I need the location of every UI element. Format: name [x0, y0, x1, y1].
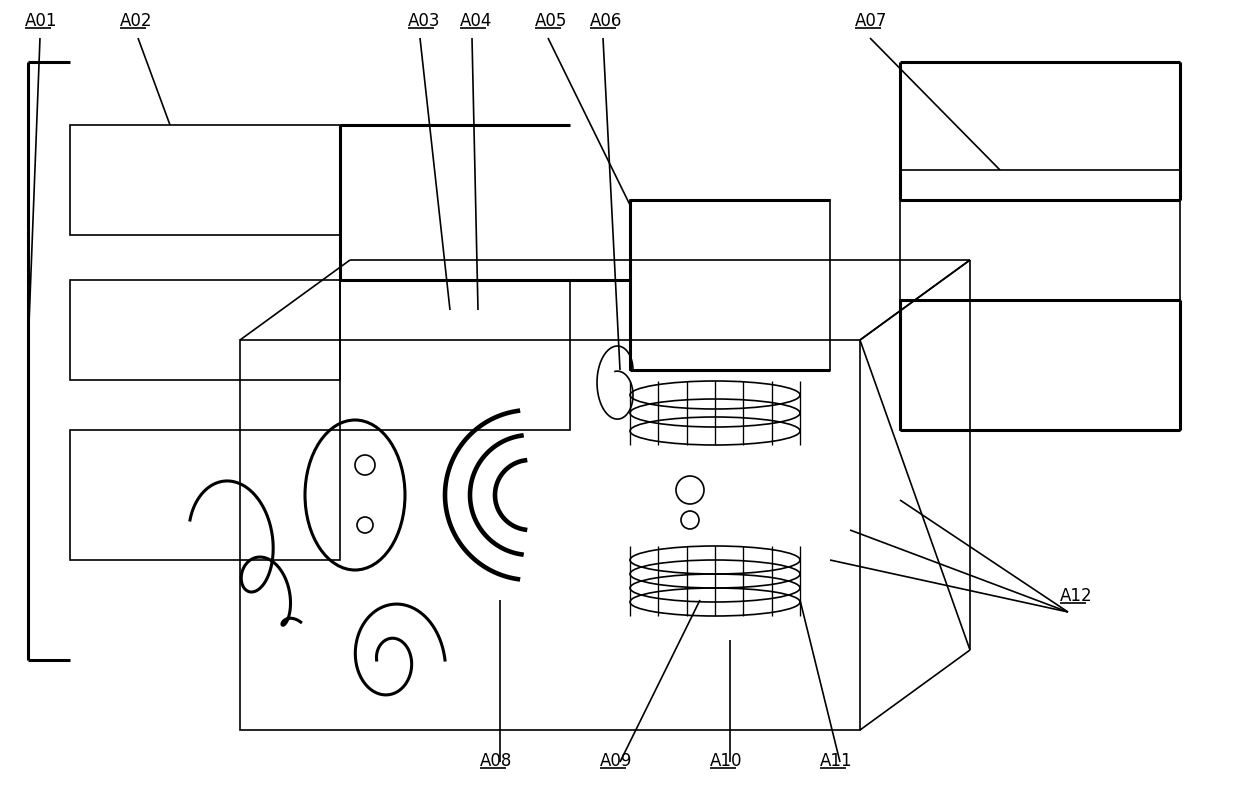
Text: A05: A05: [534, 12, 568, 30]
Text: A02: A02: [120, 12, 153, 30]
Bar: [69, 430, 340, 560]
Bar: [900, 300, 1180, 430]
Bar: [340, 280, 570, 430]
Text: A03: A03: [408, 12, 440, 30]
Text: A07: A07: [856, 12, 888, 30]
Text: A06: A06: [590, 12, 622, 30]
Bar: [69, 125, 340, 235]
Text: A04: A04: [460, 12, 492, 30]
Bar: [900, 170, 1180, 300]
Text: A08: A08: [480, 752, 512, 770]
Text: A01: A01: [25, 12, 57, 30]
Bar: [630, 200, 830, 370]
Bar: [69, 280, 340, 380]
Text: A09: A09: [600, 752, 632, 770]
Bar: [241, 340, 861, 730]
Text: A11: A11: [820, 752, 853, 770]
Text: A12: A12: [1060, 587, 1092, 605]
Text: A10: A10: [711, 752, 743, 770]
